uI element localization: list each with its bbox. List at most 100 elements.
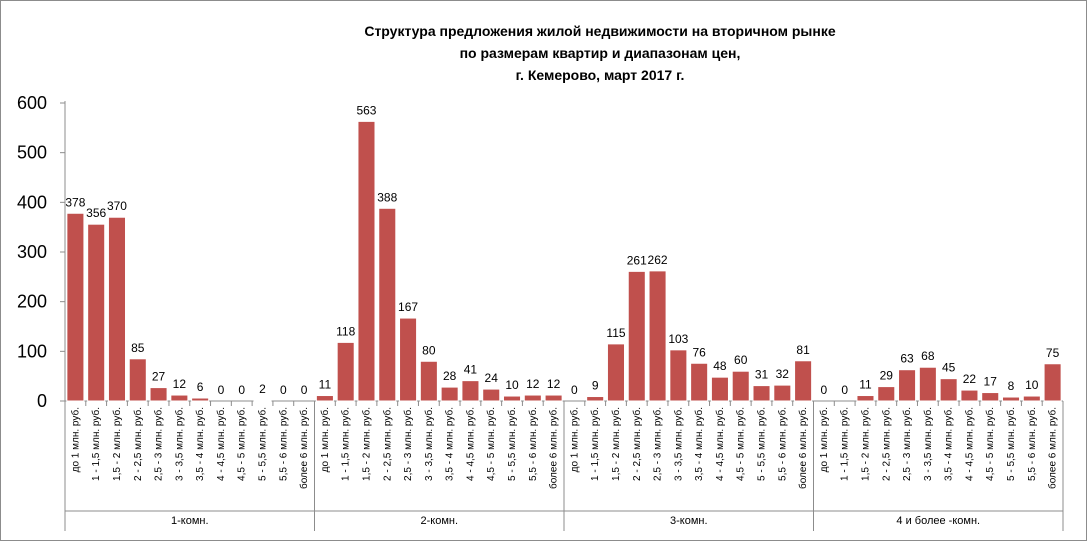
chart-title-line-1: Структура предложения жилой недвижимости… [364, 23, 836, 39]
bar [357, 120, 376, 402]
group-label: 4 и более -комн. [896, 515, 980, 527]
x-tick-label: до 1 млн. руб. [568, 407, 580, 472]
bar [336, 341, 355, 402]
data-label: 6 [197, 380, 204, 394]
data-label: 0 [301, 383, 308, 397]
x-tick-label: 5,5 - 6 млн. руб. [1026, 407, 1038, 481]
bar [399, 317, 418, 402]
data-label: 63 [900, 352, 914, 366]
x-tick-label: 2,5 - 3 млн. руб. [402, 407, 414, 481]
data-label: 75 [1046, 346, 1060, 360]
data-label: 11 [859, 378, 872, 392]
bar [170, 394, 189, 402]
data-label: 388 [377, 190, 397, 204]
x-tick-label: 3,5 - 4 млн. руб. [693, 407, 705, 481]
x-tick-label: 3 - 3,5 млн. руб. [672, 407, 684, 481]
bar [87, 223, 106, 402]
data-label: 563 [356, 103, 376, 117]
data-label: 22 [963, 372, 977, 386]
x-tick-label: 1 - 1,5 млн. руб. [90, 407, 102, 481]
bar [315, 395, 334, 402]
data-label: 85 [131, 341, 145, 355]
x-tick-label: 1,5 - 2 млн. руб. [859, 407, 871, 481]
x-tick-label: 2 - 2,5 млн. руб. [880, 407, 892, 481]
x-tick-label: 3,5 - 4 млн. руб. [943, 407, 955, 481]
chart-title-line-3: г. Кемерово, март 2017 г. [515, 67, 685, 83]
data-label: 24 [485, 371, 499, 385]
bar [128, 358, 147, 402]
x-tick-label: 1 - 1,5 млн. руб. [839, 407, 851, 481]
bar [419, 360, 438, 402]
x-tick-label: до 1 млн. руб. [69, 407, 81, 472]
bar [690, 362, 709, 402]
bar [482, 388, 501, 402]
bar [731, 370, 750, 402]
bar [710, 376, 729, 402]
bar [544, 394, 563, 402]
data-label: 60 [734, 353, 748, 367]
data-label: 9 [592, 379, 599, 393]
bar [461, 380, 480, 402]
x-tick-label: 3 - 3,5 млн. руб. [173, 407, 185, 481]
y-tick-label: 100 [17, 341, 47, 361]
data-label: 48 [713, 359, 727, 373]
x-tick-label: до 1 млн. руб. [319, 407, 331, 472]
x-tick-label: более 6 млн. руб. [298, 407, 310, 489]
x-tick-label: 4 - 4,5 млн. руб. [963, 407, 975, 481]
data-label: 0 [571, 383, 578, 397]
data-label: 0 [238, 383, 245, 397]
data-label: 118 [336, 324, 355, 338]
bar [627, 270, 646, 402]
bar [981, 392, 1000, 402]
x-tick-label: 3,5 - 4 млн. руб. [444, 407, 456, 481]
data-label: 370 [107, 199, 127, 213]
bar [856, 395, 875, 402]
data-label: 167 [398, 300, 418, 314]
bar [648, 270, 667, 402]
x-tick-label: 1 - 1,5 млн. руб. [340, 407, 352, 481]
x-tick-label: 4,5 - 5 млн. руб. [485, 407, 497, 481]
x-tick-label: 1,5 - 2 млн. руб. [111, 407, 123, 481]
bar [149, 387, 168, 402]
data-label: 10 [505, 378, 519, 392]
data-label: 378 [65, 195, 85, 209]
data-label: 32 [776, 367, 790, 381]
x-tick-label: 4,5 - 5 млн. руб. [236, 407, 248, 481]
y-tick-label: 600 [17, 93, 47, 113]
data-label: 0 [841, 383, 848, 397]
bar [1001, 396, 1021, 402]
x-tick-label: 2 - 2,5 млн. руб. [381, 407, 393, 481]
data-label: 8 [1008, 379, 1015, 393]
bar [1022, 395, 1041, 402]
data-label: 261 [627, 253, 647, 267]
data-label: 31 [755, 368, 769, 382]
bar [939, 378, 958, 402]
y-tick-label: 0 [37, 391, 47, 411]
x-tick-label: 4,5 - 5 млн. руб. [984, 407, 996, 481]
x-tick-label: 1 - 1,5 млн. руб. [589, 407, 601, 481]
data-label: 10 [1025, 378, 1039, 392]
data-label: 115 [606, 326, 625, 340]
x-tick-label: 4 - 4,5 млн. руб. [464, 407, 476, 481]
x-tick-label: 5,5 - 6 млн. руб. [776, 407, 788, 481]
x-tick-label: 4 - 4,5 млн. руб. [215, 407, 227, 481]
data-label: 262 [648, 253, 668, 267]
data-label: 76 [692, 345, 706, 359]
data-label: 68 [921, 349, 935, 363]
x-tick-label: 2,5 - 3 млн. руб. [153, 407, 165, 481]
x-tick-label: 5 - 5,5 млн. руб. [506, 407, 518, 481]
x-tick-label: 5,5 - 6 млн. руб. [277, 407, 289, 481]
y-tick-label: 500 [17, 143, 47, 163]
data-label: 80 [422, 343, 436, 357]
data-label: 2 [259, 382, 266, 396]
data-label: 17 [984, 375, 998, 389]
data-label: 0 [280, 383, 287, 397]
group-label: 2-комн. [420, 515, 458, 527]
x-tick-label: 4,5 - 5 млн. руб. [735, 407, 747, 481]
bar [669, 349, 688, 402]
x-tick-label: 3 - 3,5 млн. руб. [922, 407, 934, 481]
bar [960, 389, 979, 402]
data-label: 103 [668, 332, 688, 346]
data-label: 11 [319, 378, 332, 392]
